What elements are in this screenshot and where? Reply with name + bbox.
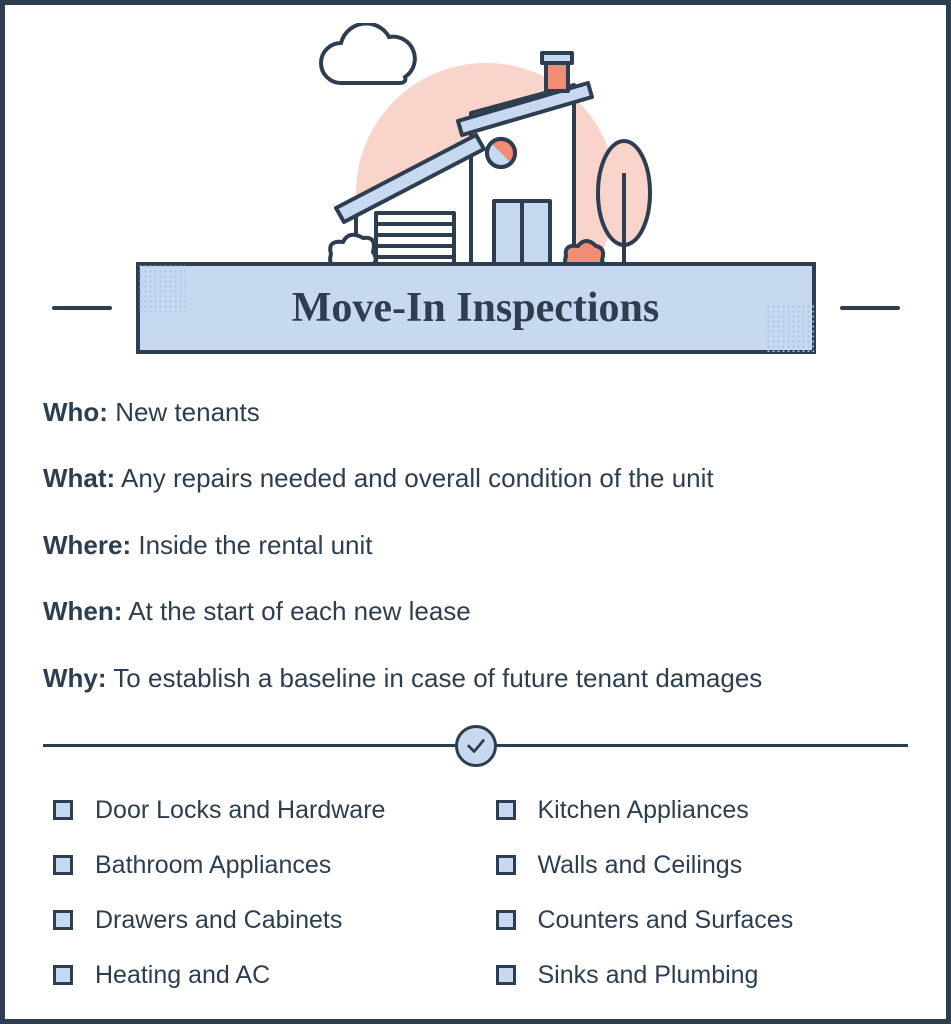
detail-label: Where: (43, 527, 131, 563)
title-dash-right (840, 306, 900, 310)
checklist-label: Walls and Ceilings (538, 851, 743, 880)
detail-value: At the start of each new lease (122, 596, 470, 626)
house-illustration (23, 23, 928, 268)
list-item: Door Locks and Hardware (53, 796, 456, 825)
checklist-label: Kitchen Appliances (538, 796, 749, 825)
detail-value: Any repairs needed and overall condition… (115, 463, 713, 493)
list-item: Walls and Ceilings (496, 851, 899, 880)
page-title: Move-In Inspections (210, 284, 742, 332)
checkbox-icon (53, 800, 73, 820)
checkbox-icon (496, 965, 516, 985)
detail-where: Where: Inside the rental unit (43, 527, 908, 563)
checkbox-icon (496, 910, 516, 930)
checklist-label: Drawers and Cabinets (95, 906, 342, 935)
detail-label: Why: (43, 660, 107, 696)
checklist-label: Door Locks and Hardware (95, 796, 385, 825)
detail-who: Who: New tenants (43, 394, 908, 430)
checklist-label: Heating and AC (95, 961, 270, 990)
detail-label: What: (43, 460, 115, 496)
detail-label: When: (43, 593, 122, 629)
list-item: Drawers and Cabinets (53, 906, 456, 935)
check-icon (455, 725, 497, 767)
checkbox-icon (496, 855, 516, 875)
checkbox-icon (53, 910, 73, 930)
list-item: Sinks and Plumbing (496, 961, 899, 990)
checkbox-icon (53, 965, 73, 985)
title-banner-row: Move-In Inspections (23, 262, 928, 354)
checklist-label: Counters and Surfaces (538, 906, 794, 935)
divider (43, 726, 908, 766)
title-dash-left (52, 306, 112, 310)
checklist-label: Bathroom Appliances (95, 851, 331, 880)
list-item: Heating and AC (53, 961, 456, 990)
detail-why: Why: To establish a baseline in case of … (43, 660, 908, 696)
infographic-card: Move-In Inspections Who: New tenants Wha… (0, 0, 951, 1024)
title-banner: Move-In Inspections (136, 262, 816, 354)
detail-value: Inside the rental unit (131, 530, 372, 560)
detail-when: When: At the start of each new lease (43, 593, 908, 629)
detail-value: To establish a baseline in case of futur… (107, 663, 763, 693)
checkbox-icon (496, 800, 516, 820)
details-section: Who: New tenants What: Any repairs neede… (23, 394, 928, 696)
checklist-label: Sinks and Plumbing (538, 961, 759, 990)
detail-value: New tenants (108, 397, 260, 427)
checkbox-icon (53, 855, 73, 875)
list-item: Bathroom Appliances (53, 851, 456, 880)
checklist: Door Locks and Hardware Kitchen Applianc… (23, 796, 928, 990)
list-item: Counters and Surfaces (496, 906, 899, 935)
detail-label: Who: (43, 394, 108, 430)
list-item: Kitchen Appliances (496, 796, 899, 825)
detail-what: What: Any repairs needed and overall con… (43, 460, 908, 496)
